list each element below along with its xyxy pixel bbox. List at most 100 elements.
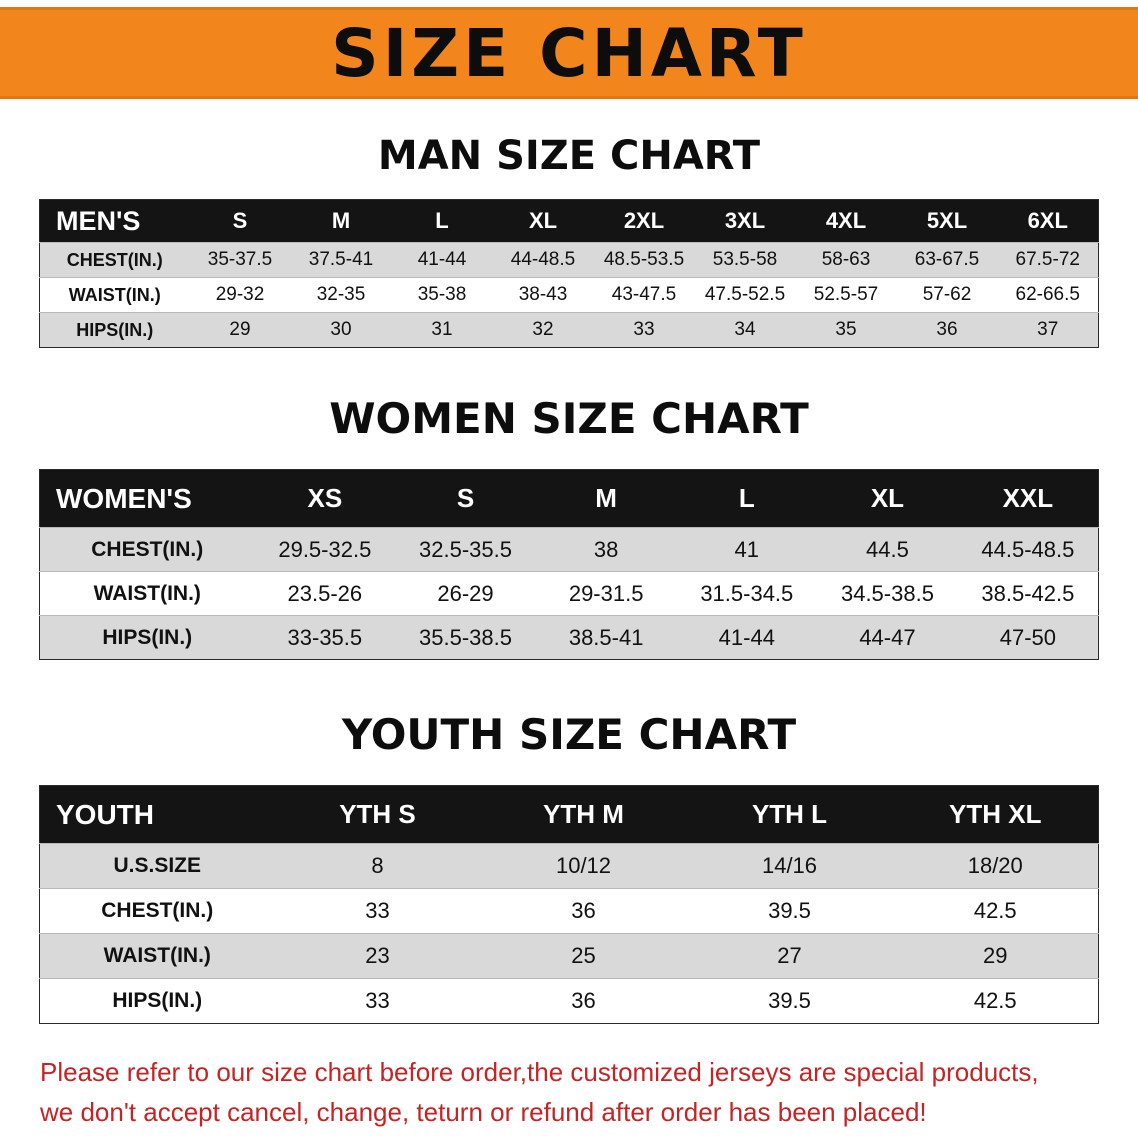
measurement-value: 8 (274, 843, 481, 889)
women-size-header: L (738, 483, 755, 513)
measurement-value: 18/20 (892, 843, 1099, 889)
youth-size-header: YTH L (751, 799, 828, 829)
measurement-value: 67.5-72 (997, 242, 1099, 278)
women-section-heading: WOMEN SIZE CHART (329, 394, 809, 443)
banner-title: SIZE CHART (331, 14, 807, 92)
youth-table-header-row: YOUTH YTH S YTH M YTH L YTH XL (39, 785, 1099, 844)
youth-table-row: CHEST(IN.) 33 36 39.5 42.5 (39, 888, 1099, 934)
measurement-value: 41 (676, 527, 818, 572)
measurement-value: 27 (686, 933, 893, 979)
measurement-value: 35-37.5 (189, 242, 291, 278)
measurement-value: 32 (492, 312, 594, 348)
youth-table-row: HIPS(IN.) 33 36 39.5 42.5 (39, 978, 1099, 1024)
men-table-row: CHEST(IN.) 35-37.5 37.5-41 41-44 44-48.5 48.5… (39, 242, 1099, 278)
measurement-value: 32.5-35.5 (395, 527, 536, 572)
men-table-header-row: MEN'S S M L XL 2XL 3XL 4XL 5XL 6XL (39, 199, 1099, 243)
measurement-value: 31 (391, 312, 493, 348)
measurement-label: WAIST(IN.) (39, 277, 190, 313)
measurement-value: 36 (480, 978, 687, 1024)
measurement-value: 39.5 (686, 978, 893, 1024)
measurement-value: 63-67.5 (896, 242, 998, 278)
measurement-value: 38.5-42.5 (957, 571, 1099, 616)
measurement-value: 39.5 (686, 888, 893, 934)
measurement-label: HIPS(IN.) (39, 312, 190, 348)
men-size-header: L (435, 208, 449, 233)
women-table-container: WOMEN'S XS S M L XL XXL CHEST(IN.) 29.5-32.5 32.5… (0, 469, 1138, 660)
measurement-value: 34.5-38.5 (817, 571, 958, 616)
men-size-header: M (331, 208, 351, 233)
women-table-row: CHEST(IN.) 29.5-32.5 32.5-35.5 38 41 44.5 44.5… (39, 527, 1099, 572)
measurement-value: 31.5-34.5 (676, 571, 818, 616)
youth-table-container: YOUTH YTH S YTH M YTH L YTH XL U.S.SIZE 8 10/12… (0, 785, 1138, 1024)
measurement-value: 48.5-53.5 (593, 242, 695, 278)
youth-size-header: YTH M (543, 799, 624, 829)
men-size-header: S (232, 208, 248, 233)
youth-section-heading: YOUTH SIZE CHART (341, 710, 797, 759)
women-size-header: XXL (1002, 483, 1054, 513)
measurement-value: 58-63 (795, 242, 897, 278)
youth-size-section: YOUTH SIZE CHART YOUTH YTH S YTH M YTH L YTH… (0, 710, 1138, 1024)
measurement-value: 53.5-58 (694, 242, 796, 278)
women-size-header: M (595, 483, 617, 513)
measurement-value: 44.5 (817, 527, 958, 572)
measurement-value: 14/16 (686, 843, 893, 889)
women-size-table: WOMEN'S XS S M L XL XXL CHEST(IN.) 29.5-32.5 32.5… (39, 469, 1099, 660)
women-table-group-label: WOMEN'S (56, 482, 192, 514)
men-size-header: 4XL (825, 208, 867, 233)
women-size-header: XL (870, 483, 905, 513)
youth-size-header: YTH S (339, 799, 416, 829)
measurement-value: 34 (694, 312, 796, 348)
measurement-value: 33 (593, 312, 695, 348)
measurement-value: 44-48.5 (492, 242, 594, 278)
men-size-header: 5XL (926, 208, 968, 233)
measurement-value: 42.5 (892, 978, 1099, 1024)
youth-size-table: YOUTH YTH S YTH M YTH L YTH XL U.S.SIZE 8 10/12… (39, 785, 1099, 1024)
footer-disclaimer: Please refer to our size chart before or… (40, 1052, 1138, 1133)
measurement-label: CHEST(IN.) (39, 242, 190, 278)
measurement-value: 35-38 (391, 277, 493, 313)
footer-disclaimer-line2: we don't accept cancel, change, teturn o… (40, 1097, 927, 1128)
women-table-row: WAIST(IN.) 23.5-26 26-29 29-31.5 31.5-34.5 34… (39, 571, 1099, 616)
men-table-container: MEN'S S M L XL 2XL 3XL 4XL 5XL 6XL CHEST(IN.) 35-37… (0, 199, 1138, 348)
measurement-value: 26-29 (395, 571, 536, 616)
measurement-value: 33-35.5 (254, 615, 396, 660)
measurement-label: U.S.SIZE (39, 843, 275, 889)
measurement-label: HIPS(IN.) (39, 615, 255, 660)
measurement-value: 36 (480, 888, 687, 934)
measurement-value: 62-66.5 (997, 277, 1099, 313)
men-size-header: 2XL (623, 208, 665, 233)
measurement-value: 37.5-41 (290, 242, 392, 278)
measurement-value: 10/12 (480, 843, 687, 889)
men-size-header: XL (528, 208, 558, 233)
youth-size-header: YTH XL (949, 799, 1042, 829)
measurement-label: WAIST(IN.) (39, 933, 275, 979)
measurement-value: 29-31.5 (535, 571, 677, 616)
men-table-row: WAIST(IN.) 29-32 32-35 35-38 38-43 43-47.5 47.… (39, 277, 1099, 313)
measurement-value: 29 (189, 312, 291, 348)
measurement-value: 43-47.5 (593, 277, 695, 313)
measurement-label: WAIST(IN.) (39, 571, 255, 616)
women-table-row: HIPS(IN.) 33-35.5 35.5-38.5 38.5-41 41-44 44-… (39, 615, 1099, 660)
women-size-section: WOMEN SIZE CHART WOMEN'S XS S M L XL XXL CHEST(… (0, 394, 1138, 660)
measurement-value: 36 (896, 312, 998, 348)
measurement-value: 41-44 (391, 242, 493, 278)
measurement-value: 42.5 (892, 888, 1099, 934)
women-size-header: XS (307, 483, 343, 513)
men-size-header: 3XL (724, 208, 766, 233)
footer-disclaimer-line1: Please refer to our size chart before or… (40, 1057, 1039, 1087)
measurement-value: 44-47 (817, 615, 958, 660)
measurement-value: 29.5-32.5 (254, 527, 396, 572)
measurement-value: 38-43 (492, 277, 594, 313)
measurement-value: 41-44 (676, 615, 818, 660)
youth-table-row: U.S.SIZE 8 10/12 14/16 18/20 (39, 843, 1099, 889)
measurement-value: 37 (997, 312, 1099, 348)
measurement-value: 35.5-38.5 (395, 615, 536, 660)
measurement-value: 23 (274, 933, 481, 979)
measurement-value: 23.5-26 (254, 571, 396, 616)
measurement-value: 38.5-41 (535, 615, 677, 660)
measurement-value: 33 (274, 978, 481, 1024)
measurement-value: 52.5-57 (795, 277, 897, 313)
measurement-label: HIPS(IN.) (39, 978, 275, 1024)
measurement-value: 47-50 (957, 615, 1099, 660)
men-size-section: MAN SIZE CHART MEN'S S M L XL 2XL 3XL 4XL 5XL 6XL… (0, 133, 1138, 348)
